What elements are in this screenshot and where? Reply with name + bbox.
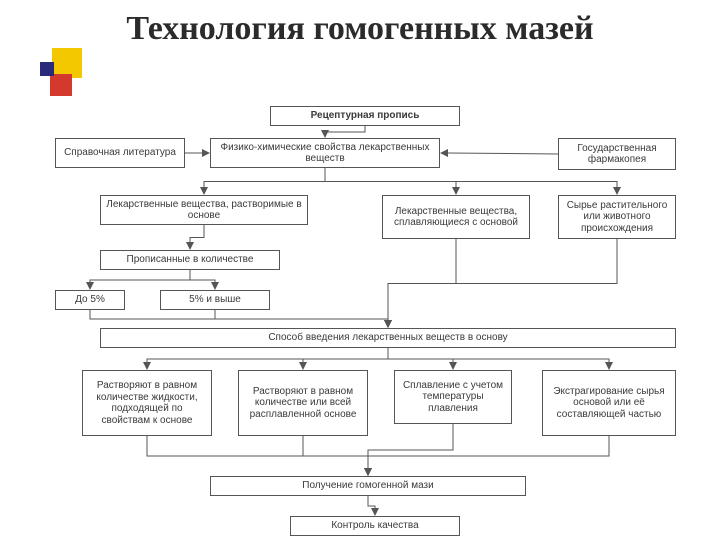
flow-node-n_res: Получение гомогенной мази bbox=[210, 476, 526, 496]
flow-node-n_dis2: Растворяют в равном количестве или всей … bbox=[238, 370, 368, 436]
flow-node-n_fuse: Лекарственные вещества, сплавляющиеся с … bbox=[382, 195, 530, 239]
flow-node-n_phys: Физико-химические свойства лекарственных… bbox=[210, 138, 440, 168]
deco-square-navy bbox=[40, 62, 54, 76]
flow-node-n_raw: Сырье растительного или животного происх… bbox=[558, 195, 676, 239]
flow-node-n_melt: Сплавление с учетом температуры плавлени… bbox=[394, 370, 512, 424]
flow-node-n_rx: Рецептурная пропись bbox=[270, 106, 460, 126]
flow-node-n_lt5: До 5% bbox=[55, 290, 125, 310]
flow-node-n_dis1: Растворяют в равном количестве жидкости,… bbox=[82, 370, 212, 436]
slide-bullet-decoration bbox=[40, 48, 100, 108]
flow-node-n_ref: Справочная литература bbox=[55, 138, 185, 168]
flow-node-n_ge5: 5% и выше bbox=[160, 290, 270, 310]
flow-node-n_method: Способ введения лекарственных веществ в … bbox=[100, 328, 676, 348]
slide-title: Технология гомогенных мазей bbox=[0, 10, 720, 47]
deco-square-red bbox=[50, 74, 72, 96]
flow-node-n_sol: Лекарственные вещества, растворимые в ос… bbox=[100, 195, 308, 225]
flow-node-n_gf: Государственная фармакопея bbox=[558, 138, 676, 170]
flow-node-n_extr: Экстрагирование сырья основой или её сос… bbox=[542, 370, 676, 436]
flow-node-n_qty: Прописанные в количестве bbox=[100, 250, 280, 270]
flow-node-n_ctrl: Контроль качества bbox=[290, 516, 460, 536]
flowchart-edges-layer bbox=[0, 0, 720, 540]
